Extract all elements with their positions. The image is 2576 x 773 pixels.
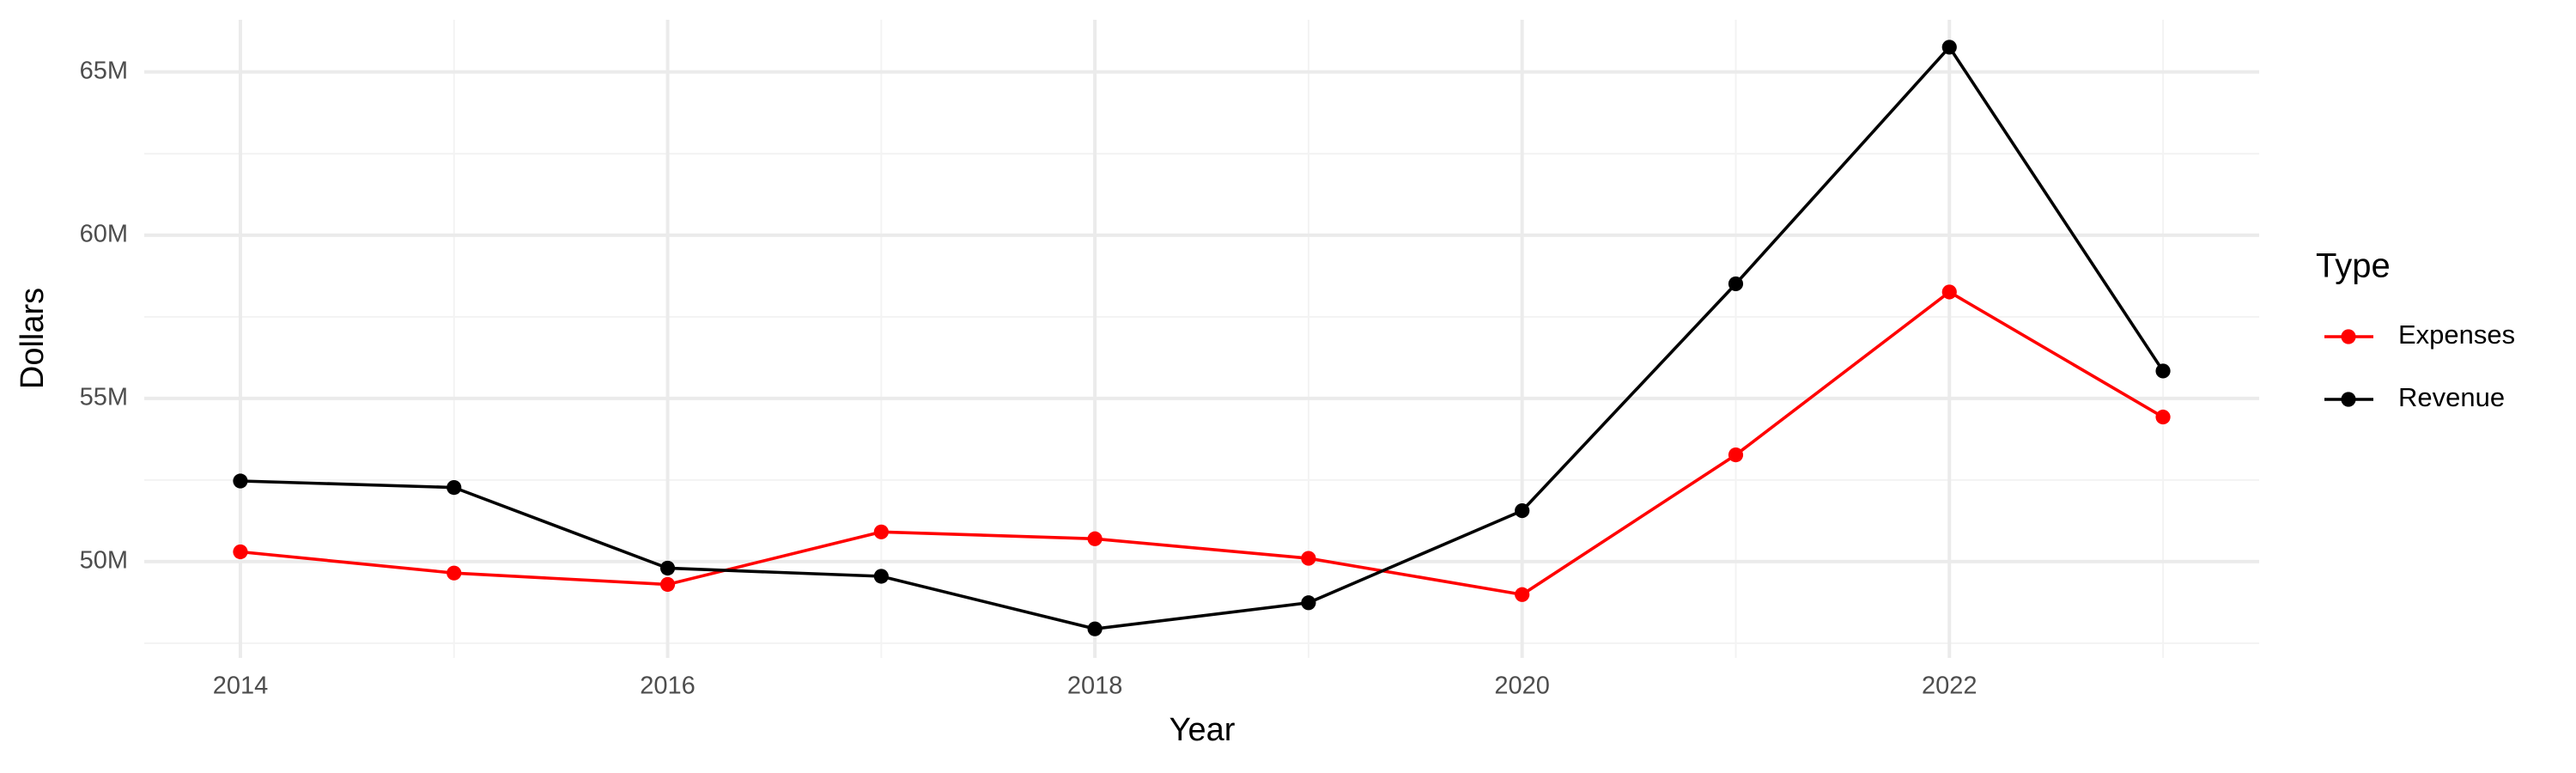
x-axis-title: Year: [1170, 712, 1236, 748]
data-point: [1941, 40, 1957, 55]
x-tick-label: 2022: [1922, 673, 1978, 700]
data-point: [1515, 502, 1530, 519]
grid: [144, 20, 2259, 658]
x-tick-label: 2018: [1067, 673, 1123, 700]
data-point: [447, 480, 462, 496]
x-tick-label: 2014: [213, 673, 269, 700]
data-point: [659, 560, 676, 576]
legend-key-point: [2341, 392, 2356, 407]
y-tick-label: 65M: [80, 57, 128, 84]
legend-label: Revenue: [2398, 382, 2505, 412]
data-point: [1728, 447, 1744, 463]
data-point: [1728, 276, 1744, 292]
y-tick-label: 50M: [80, 547, 128, 575]
y-tick-label: 60M: [80, 220, 128, 247]
x-tick-label: 2016: [640, 673, 696, 700]
data-point: [659, 576, 676, 593]
legend-label: Expenses: [2398, 320, 2515, 350]
x-tick-label: 2020: [1494, 673, 1550, 700]
y-axis-title: Dollars: [15, 288, 51, 389]
data-point: [873, 569, 889, 584]
data-point: [1515, 587, 1530, 602]
data-point: [1301, 551, 1316, 566]
legend-key-point: [2341, 329, 2356, 344]
series-line: [240, 289, 2164, 597]
data-point: [233, 473, 248, 489]
data-point: [2155, 363, 2171, 379]
data-point: [1087, 531, 1103, 546]
data-point: [2155, 409, 2171, 425]
data-point: [1941, 284, 1957, 300]
data-point: [873, 524, 889, 539]
data-point: [1301, 595, 1316, 611]
series-line: [240, 44, 2165, 631]
data-point: [233, 544, 248, 560]
legend-title: Type: [2316, 247, 2391, 285]
y-tick-label: 55M: [80, 384, 128, 411]
data-point: [447, 565, 462, 581]
data-point: [1087, 621, 1103, 636]
